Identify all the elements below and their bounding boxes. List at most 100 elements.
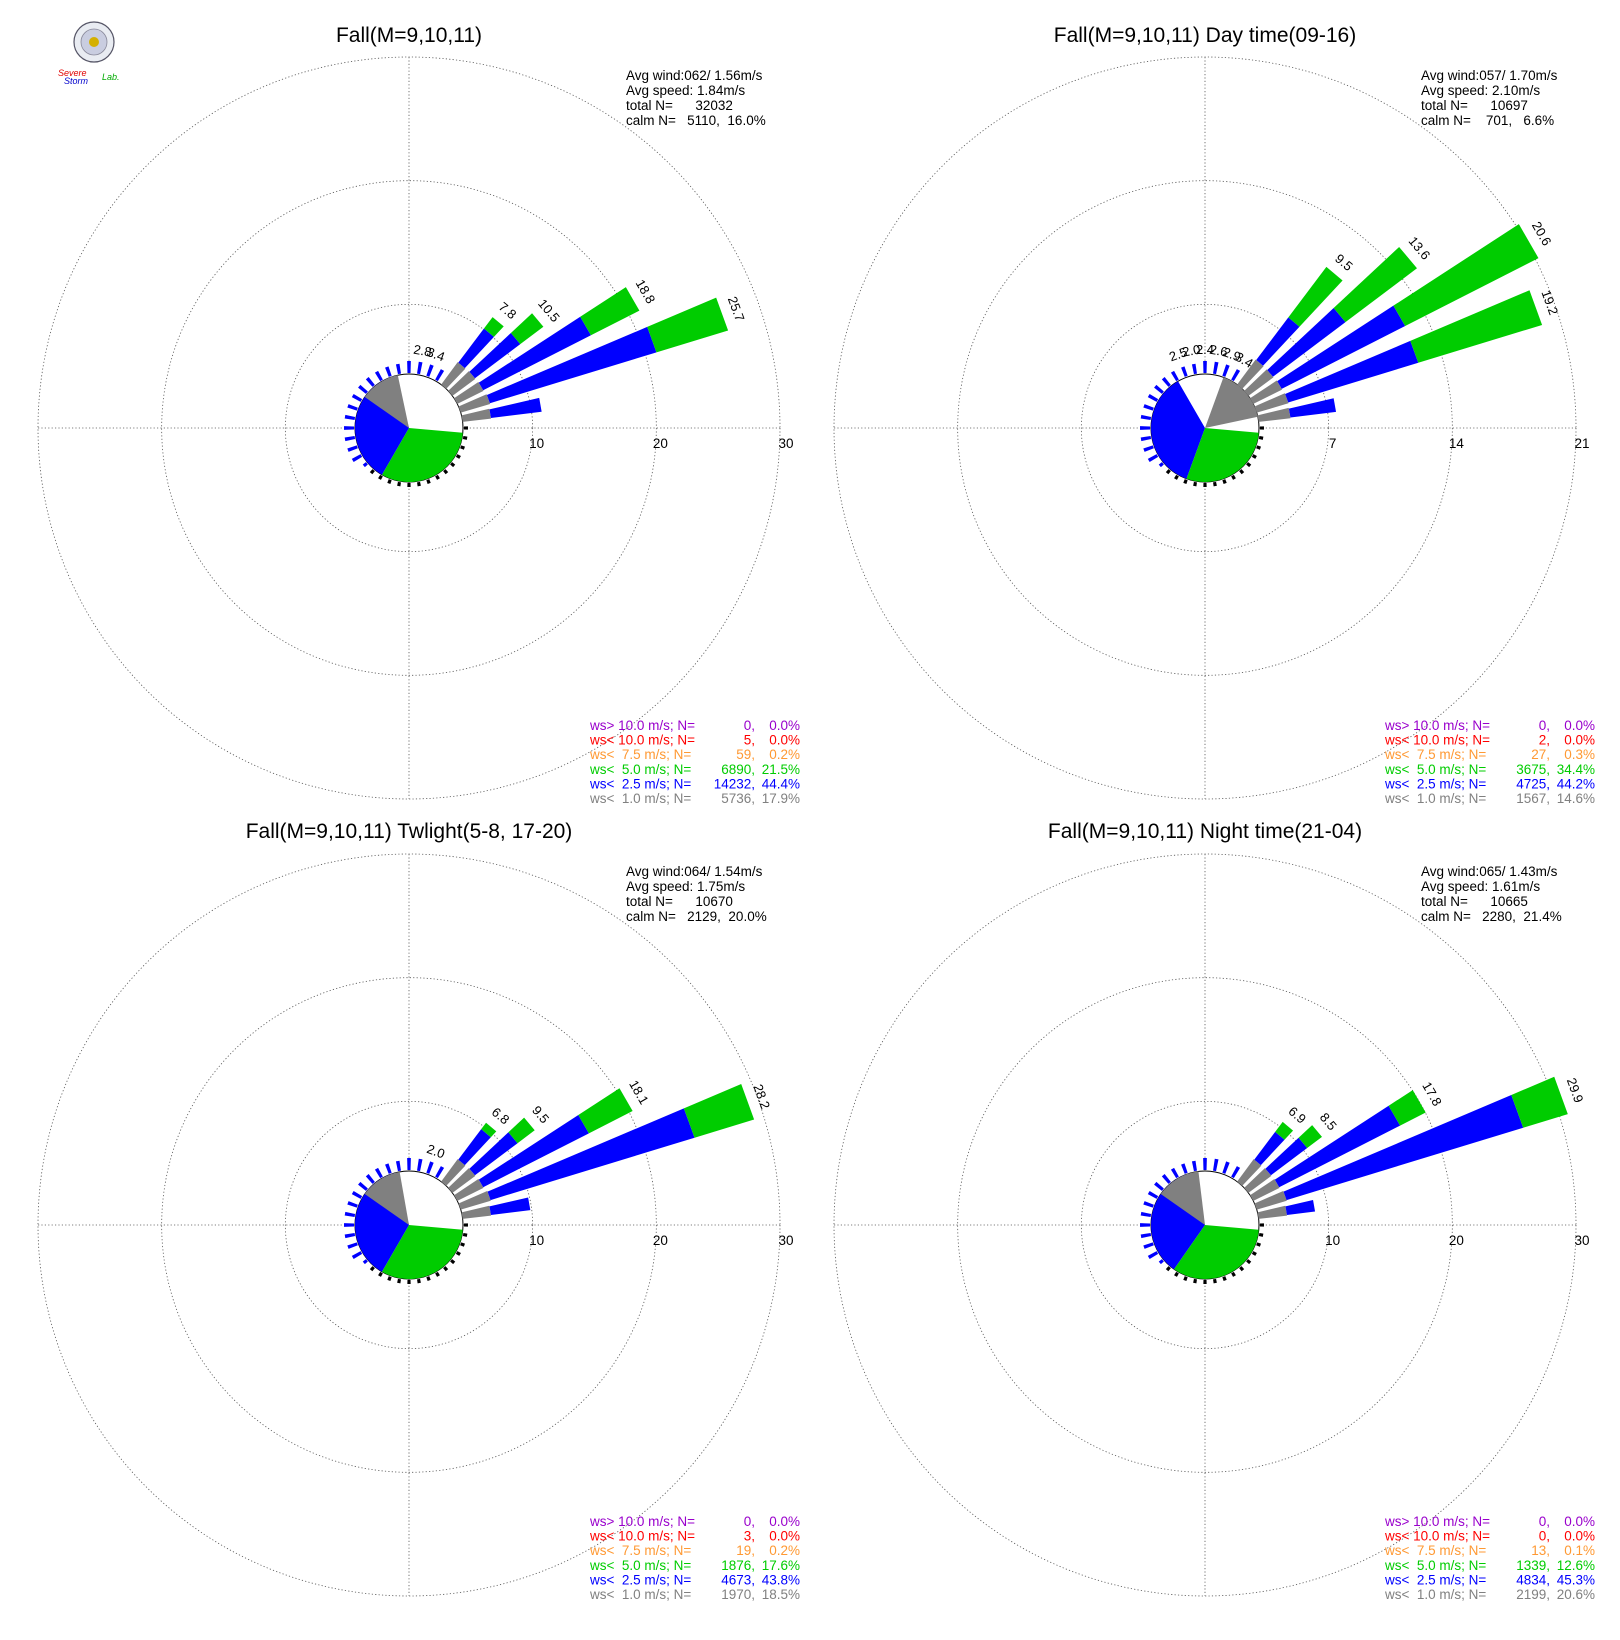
spoke-lt2-5-segment: [489, 397, 542, 418]
direction-bar: [1143, 445, 1154, 452]
direction-bar: [1259, 426, 1264, 430]
spoke-lt2-5-segment: [458, 1129, 491, 1166]
direction-bar: [1147, 1251, 1159, 1260]
direction-bar: [443, 1266, 449, 1272]
legend-count: 5736,: [721, 791, 755, 806]
legend-percent: 0.1%: [1564, 1543, 1595, 1558]
ring-tick-label: 10: [529, 436, 544, 451]
spoke-lt2-5-segment: [458, 328, 494, 369]
direction-bar: [1213, 1278, 1217, 1284]
legend-count: 4725,: [1516, 776, 1550, 791]
hub-sector-lt2-5: [1150, 381, 1205, 479]
stats-line: Avg speed: 1.84m/s: [626, 83, 745, 98]
direction-bar: [351, 1190, 363, 1199]
spoke-lt5-segment: [481, 1122, 497, 1138]
direction-bar: [1231, 474, 1236, 480]
stats-line: calm N= 701, 6.6%: [1421, 113, 1554, 128]
direction-bar: [397, 1278, 401, 1284]
direction-bar: [1143, 1242, 1154, 1249]
legend-label: ws< 10.0 m/s; N=: [1384, 733, 1490, 748]
spoke-lt1-segment: [458, 1190, 491, 1210]
hub-sector-lt1: [364, 1171, 409, 1225]
spoke-lt1-segment: [441, 362, 466, 389]
direction-bar: [426, 364, 434, 377]
stats-line: total N= 10665: [1421, 894, 1528, 909]
legend-label: ws> 10.0 m/s; N=: [589, 718, 695, 733]
direction-bar: [1203, 1279, 1207, 1284]
logo-word-1: Severe: [58, 68, 87, 78]
direction-bar: [369, 469, 375, 475]
bar-value-label: 17.8: [1419, 1079, 1445, 1108]
spoke-lt2-5-segment: [478, 316, 591, 391]
legend-percent: 0.3%: [1564, 747, 1595, 762]
spoke-lt5-segment: [1298, 1125, 1323, 1148]
hub-sector-lt5: [1174, 1225, 1259, 1279]
bar-value-label: 2.6: [1208, 342, 1228, 360]
direction-bar: [1213, 1158, 1219, 1172]
spoke-lt2-5-segment: [486, 326, 657, 404]
legend-label: ws< 10.0 m/s; N=: [589, 1529, 695, 1544]
spoke-lt1-segment: [448, 1168, 476, 1193]
legend-label: ws< 10.0 m/s; N=: [589, 733, 695, 748]
stats-line: calm N= 5110, 16.0%: [626, 113, 766, 128]
direction-bar: [1174, 1271, 1179, 1277]
spoke-lt5-segment: [1511, 1076, 1568, 1128]
spoke-lt5-segment: [483, 317, 504, 337]
spoke-lt5-segment: [1333, 246, 1417, 323]
legend-count: 1876,: [721, 1558, 755, 1573]
legend-count: 2,: [1539, 733, 1550, 748]
legend-percent: 0.2%: [769, 747, 800, 762]
direction-bar: [378, 474, 383, 480]
hub-sector-lt5: [382, 1225, 463, 1279]
direction-bar: [1203, 361, 1207, 374]
legend-percent: 44.4%: [762, 776, 800, 791]
direction-bar: [426, 1276, 431, 1281]
spoke-lt1-segment: [1244, 1168, 1272, 1193]
direction-bar: [1183, 479, 1188, 484]
legend-count: 5,: [744, 733, 755, 748]
legend-percent: 0.0%: [769, 733, 800, 748]
direction-bar: [407, 361, 411, 374]
bar-value-label: 2.9: [1221, 344, 1243, 364]
stats-line: Avg speed: 1.61m/s: [1421, 879, 1540, 894]
legend-label: ws< 2.5 m/s; N=: [589, 776, 691, 791]
spoke-lt5-segment: [508, 1117, 535, 1144]
legend-count: 13,: [1531, 1543, 1550, 1558]
direction-bar: [344, 1233, 356, 1239]
direction-bar: [387, 479, 392, 484]
legend-percent: 0.0%: [769, 718, 800, 733]
ring-tick-label: 30: [1574, 1233, 1589, 1248]
legend-label: ws< 7.5 m/s; N=: [1384, 747, 1486, 762]
legend-percent: 0.0%: [1564, 1514, 1595, 1529]
direction-bar: [1239, 469, 1245, 475]
direction-bar: [1140, 414, 1152, 420]
direction-bar: [358, 1181, 368, 1191]
bar-value-label: 2.0: [425, 1141, 447, 1161]
direction-bar: [1181, 1163, 1188, 1174]
direction-bar: [1140, 436, 1152, 442]
legend-label: ws< 2.5 m/s; N=: [589, 1572, 691, 1587]
ring-tick-label: 30: [778, 1233, 793, 1248]
spoke-lt1-segment: [1250, 1179, 1280, 1201]
bar-value-label: 10.5: [535, 296, 563, 325]
direction-bar: [1193, 1278, 1197, 1284]
spoke-lt1-segment: [1254, 393, 1289, 413]
direction-bar: [351, 1251, 363, 1260]
spoke-lt1-segment: [441, 1159, 466, 1186]
spoke-lt1-segment: [1237, 1159, 1262, 1186]
direction-bar: [347, 1201, 358, 1208]
ring-tick-label: 10: [529, 1233, 544, 1248]
direction-bar: [344, 436, 356, 442]
legend-count: 14232,: [714, 776, 755, 791]
legend-label: ws< 5.0 m/s; N=: [1384, 762, 1486, 777]
direction-bar: [1222, 1276, 1227, 1281]
direction-bar: [435, 1166, 445, 1179]
direction-bar: [455, 1251, 461, 1256]
legend-count: 0,: [1539, 718, 1550, 733]
direction-bar: [347, 404, 358, 411]
legend-label: ws< 5.0 m/s; N=: [589, 1558, 691, 1573]
direction-bar: [1213, 361, 1219, 375]
spoke-lt2-5-segment: [478, 1115, 589, 1188]
direction-bar: [1183, 1276, 1188, 1281]
direction-bar: [435, 474, 440, 480]
